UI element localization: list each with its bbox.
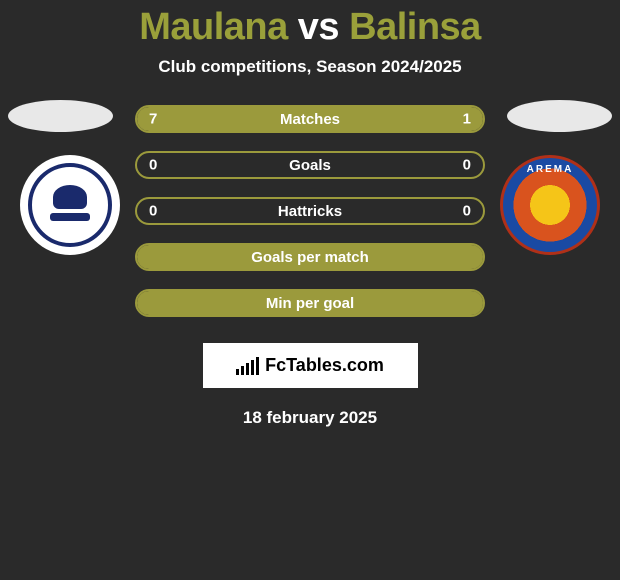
club-badge-left (20, 155, 120, 255)
stat-row: 7 1 Matches (135, 105, 485, 133)
stat-label: Matches (280, 111, 340, 128)
club-badge-left-ring (28, 163, 112, 247)
stat-value-right: 1 (463, 111, 471, 128)
player2-shadow-ellipse (507, 100, 612, 132)
subtitle: Club competitions, Season 2024/2025 (0, 57, 620, 77)
stat-label: Goals per match (251, 249, 369, 266)
stat-label: Goals (289, 157, 331, 174)
club-badge-right: AREMA (500, 155, 600, 255)
bars-icon (236, 357, 259, 375)
stat-value-left: 7 (149, 111, 157, 128)
footer-logo-text: FcTables.com (265, 355, 384, 376)
club-badge-right-art: AREMA (500, 155, 600, 255)
stat-row: Goals per match (135, 243, 485, 271)
title-player2: Balinsa (349, 6, 481, 48)
stat-label: Hattricks (278, 203, 342, 220)
stat-value-left: 0 (149, 203, 157, 220)
stat-row: 0 0 Goals (135, 151, 485, 179)
title-player1: Maulana (139, 6, 288, 48)
footer-logo: FcTables.com (203, 343, 418, 388)
comparison-container: AREMA 7 1 Matches 0 0 Goals 0 0 Hattricks Goals p… (0, 105, 620, 317)
stat-value-right: 0 (463, 157, 471, 174)
stat-value-right: 0 (463, 203, 471, 220)
page-title: Maulana vs Balinsa (0, 0, 620, 49)
stat-label: Min per goal (266, 295, 354, 312)
footer-date: 18 february 2025 (0, 408, 620, 428)
stat-row: Min per goal (135, 289, 485, 317)
club-badge-right-label: AREMA (503, 164, 597, 175)
stat-value-left: 0 (149, 157, 157, 174)
club-badge-left-art (45, 185, 95, 225)
player1-shadow-ellipse (8, 100, 113, 132)
stat-row: 0 0 Hattricks (135, 197, 485, 225)
title-vs: vs (298, 6, 339, 48)
stats-list: 7 1 Matches 0 0 Goals 0 0 Hattricks Goals per mat… (135, 105, 485, 317)
